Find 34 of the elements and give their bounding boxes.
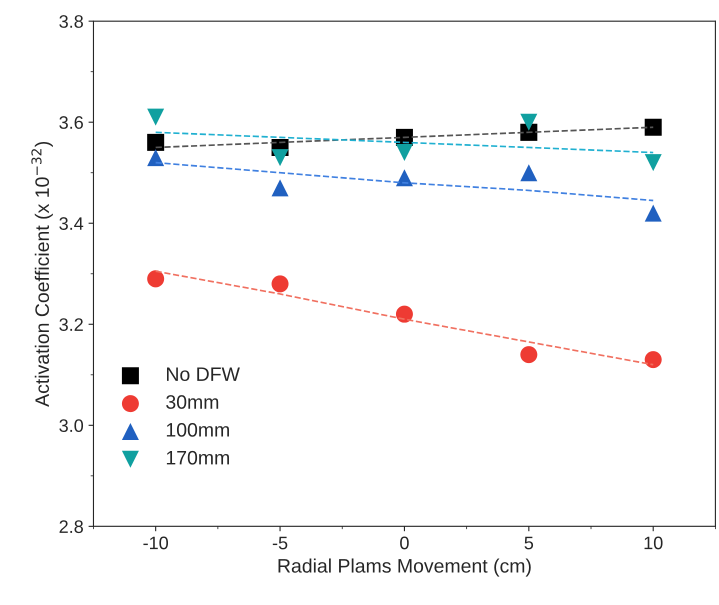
point <box>272 149 289 166</box>
point <box>520 114 538 131</box>
point <box>520 164 538 182</box>
x-tick-label: -10 <box>143 536 168 550</box>
point <box>644 351 662 368</box>
point <box>147 108 164 126</box>
x-tick-label: 0 <box>400 536 409 550</box>
point <box>396 144 413 162</box>
legend-label: 30mm <box>166 395 218 409</box>
point <box>396 169 413 186</box>
point <box>396 306 413 323</box>
y-tick-label: 3.0 <box>59 419 84 432</box>
legend-label: 170mm <box>166 450 229 465</box>
point <box>272 275 289 292</box>
y-tick-label: 2.8 <box>60 520 83 534</box>
y-tick-label: 3.8 <box>59 15 83 28</box>
y-tick-label: 3.4 <box>59 217 84 230</box>
y-axis-title: Activation Coefficient (x 10$^{−32}$) <box>31 142 53 407</box>
point <box>272 179 289 196</box>
point <box>147 134 164 151</box>
y-tick-label: 3.2 <box>59 318 83 331</box>
x-tick-label: 5 <box>524 536 534 550</box>
point <box>520 346 538 364</box>
x-tick-label: -5 <box>272 536 288 550</box>
x-axis-title: Radial Plams Movement (cm) <box>278 558 531 577</box>
point <box>147 149 164 166</box>
point <box>644 118 662 136</box>
legend-label: 100mm <box>166 422 229 437</box>
point <box>644 204 662 222</box>
point <box>147 270 164 288</box>
y-tick-label: 3.6 <box>59 116 83 129</box>
x-tick-label: 10 <box>644 536 663 550</box>
legend-label: No DFW <box>167 367 240 382</box>
point <box>644 154 662 172</box>
